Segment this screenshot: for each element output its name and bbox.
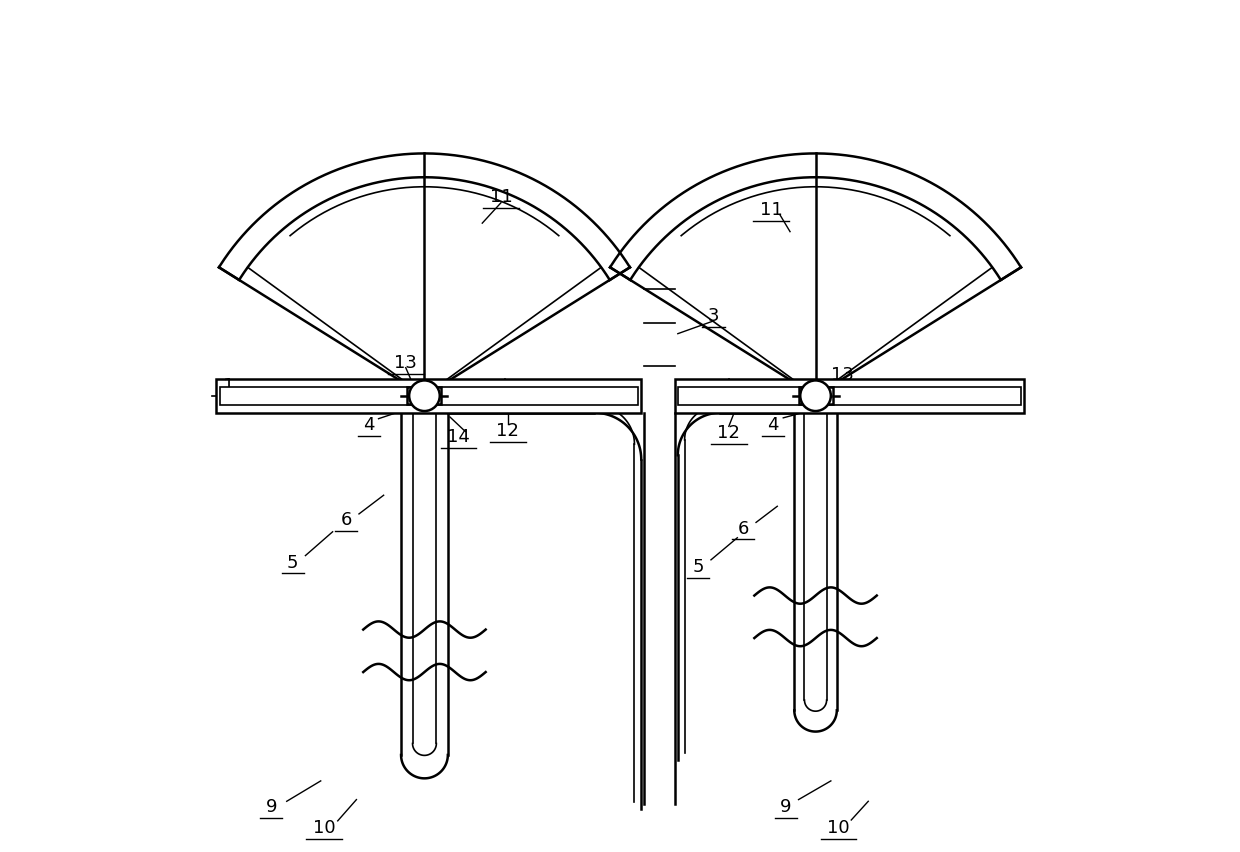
Circle shape: [800, 381, 831, 412]
Text: 12: 12: [496, 421, 520, 440]
Text: 6: 6: [738, 519, 749, 537]
Text: 13: 13: [831, 366, 854, 384]
Text: 9: 9: [265, 797, 278, 815]
Bar: [678, 388, 1021, 405]
Bar: [676, 379, 1024, 413]
Circle shape: [409, 381, 440, 412]
Text: 1: 1: [223, 377, 234, 394]
Text: 10: 10: [827, 818, 849, 836]
Bar: [408, 388, 441, 405]
Text: 11: 11: [490, 187, 512, 205]
Text: 6: 6: [341, 510, 352, 528]
Text: 12: 12: [718, 423, 740, 442]
Text: 5: 5: [692, 557, 704, 575]
Text: 4: 4: [768, 415, 779, 434]
Bar: [799, 388, 832, 405]
Bar: [219, 388, 637, 405]
Bar: [216, 379, 641, 413]
Text: 4: 4: [363, 415, 374, 434]
Text: 11: 11: [760, 200, 782, 218]
Text: 3: 3: [708, 307, 719, 325]
Text: 14: 14: [448, 427, 470, 446]
Text: 5: 5: [286, 553, 299, 571]
Text: 9: 9: [780, 797, 791, 815]
Text: 10: 10: [312, 818, 336, 836]
Text: 13: 13: [394, 354, 417, 371]
